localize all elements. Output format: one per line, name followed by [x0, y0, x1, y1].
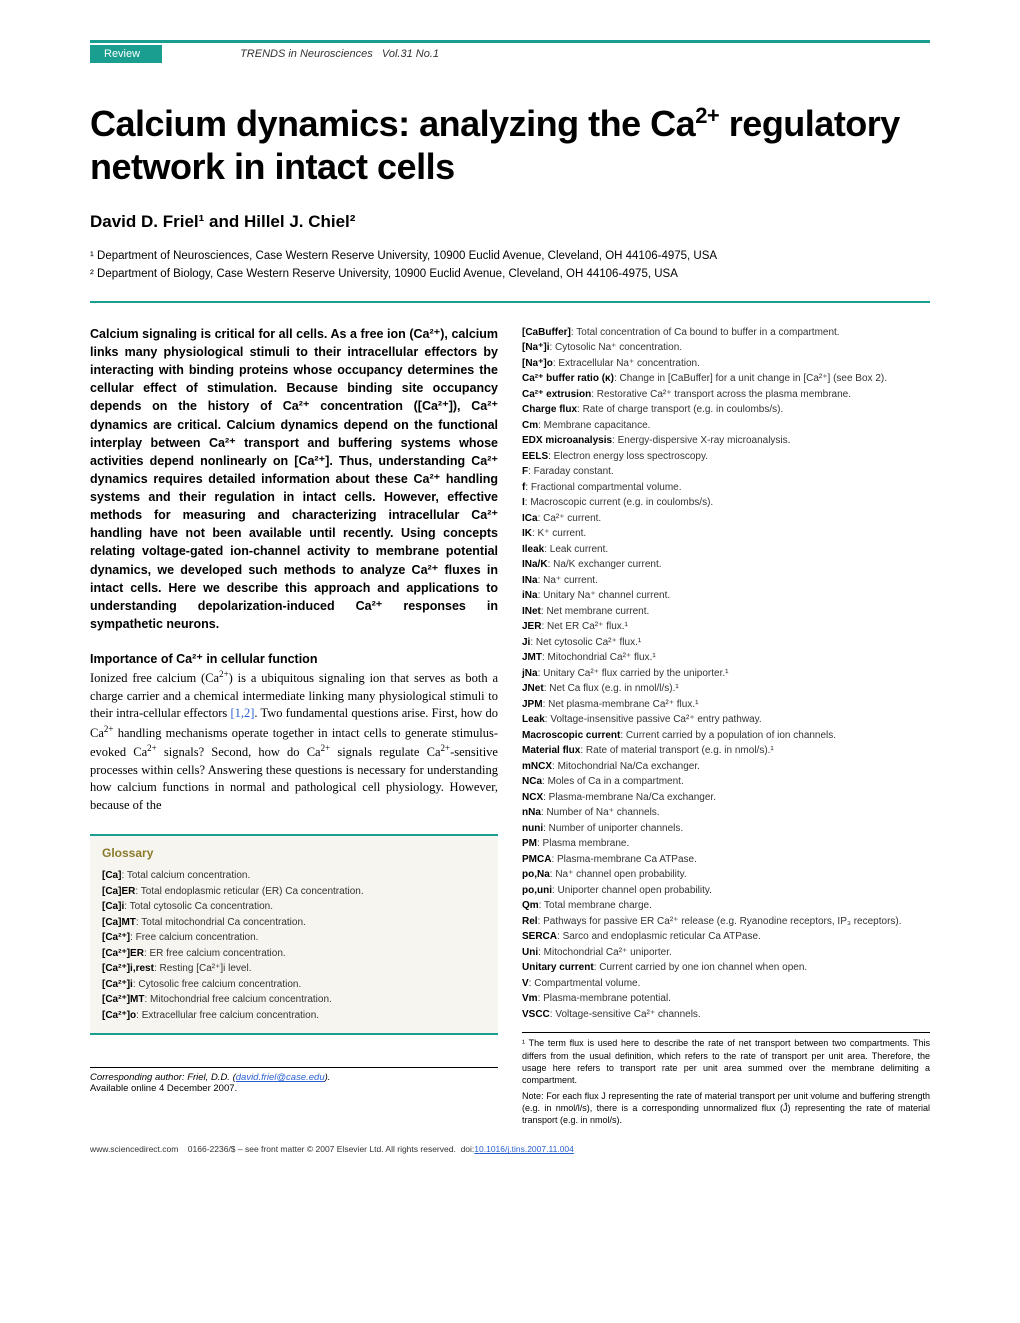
glossary-item: Unitary current: Current carried by one …	[522, 960, 930, 976]
glossary-item: Uni: Mitochondrial Ca²⁺ uniporter.	[522, 945, 930, 961]
glossary-item: [Ca²⁺]: Free calcium concentration.	[102, 930, 486, 946]
corresponding-author: Corresponding author: Friel, D.D. (david…	[90, 1067, 498, 1094]
corresponding-email[interactable]: david.friel@case.edu	[236, 1072, 325, 1083]
glossary-item: Macroscopic current: Current carried by …	[522, 728, 930, 744]
left-column: Calcium signaling is critical for all ce…	[90, 325, 498, 1126]
footer-doi[interactable]: 10.1016/j.tins.2007.11.004	[474, 1144, 574, 1154]
glossary-item: Ileak: Leak current.	[522, 542, 930, 558]
glossary-item: Rel: Pathways for passive ER Ca²⁺ releas…	[522, 914, 930, 930]
glossary-item: po,uni: Uniporter channel open probabili…	[522, 883, 930, 899]
glossary-item: PMCA: Plasma-membrane Ca ATPase.	[522, 852, 930, 868]
glossary-item: Charge flux: Rate of charge transport (e…	[522, 402, 930, 418]
glossary-item: ICa: Ca²⁺ current.	[522, 511, 930, 527]
glossary-item: INa/K: Na/K exchanger current.	[522, 557, 930, 573]
glossary-item: [Ca²⁺]o: Extracellular free calcium conc…	[102, 1008, 486, 1024]
glossary-item: IK: K⁺ current.	[522, 526, 930, 542]
glossary-item: PM: Plasma membrane.	[522, 836, 930, 852]
glossary-box-left: Glossary [Ca]: Total calcium concentrati…	[90, 834, 498, 1035]
footnote: ¹ The term flux is used here to describe…	[522, 1032, 930, 1126]
journal-volume: Vol.31 No.1	[382, 48, 439, 60]
glossary-item: nNa: Number of Na⁺ channels.	[522, 805, 930, 821]
glossary-item: [CaBuffer]: Total concentration of Ca bo…	[522, 325, 930, 341]
glossary-item: SERCA: Sarco and endoplasmic reticular C…	[522, 929, 930, 945]
glossary-item: [Ca]i: Total cytosolic Ca concentration.	[102, 899, 486, 915]
glossary-item: V: Compartmental volume.	[522, 976, 930, 992]
review-tag: Review	[90, 45, 162, 63]
page: Review TRENDS in Neurosciences Vol.31 No…	[0, 0, 1020, 1184]
affiliation-1: ¹ Department of Neurosciences, Case West…	[90, 248, 930, 265]
footer-issn: 0166-2236/$ – see front matter © 2007 El…	[188, 1144, 456, 1154]
glossary-item: INa: Na⁺ current.	[522, 573, 930, 589]
glossary-item: INet: Net membrane current.	[522, 604, 930, 620]
glossary-item: NCa: Moles of Ca in a compartment.	[522, 774, 930, 790]
affiliation-2: ² Department of Biology, Case Western Re…	[90, 266, 930, 283]
glossary-item: iNa: Unitary Na⁺ channel current.	[522, 588, 930, 604]
glossary-title: Glossary	[102, 846, 486, 860]
corresponding-name: Friel, D.D.	[187, 1072, 230, 1083]
glossary-item: F: Faraday constant.	[522, 464, 930, 480]
glossary-item: JER: Net ER Ca²⁺ flux.¹	[522, 619, 930, 635]
glossary-list-right: [CaBuffer]: Total concentration of Ca bo…	[522, 325, 930, 1023]
header-bar: Review TRENDS in Neurosciences Vol.31 No…	[90, 40, 930, 64]
glossary-item: [Ca²⁺]i,rest: Resting [Ca²⁺]i level.	[102, 961, 486, 977]
footer-site: www.sciencedirect.com	[90, 1144, 178, 1154]
glossary-item: nuni: Number of uniporter channels.	[522, 821, 930, 837]
divider	[90, 301, 930, 303]
journal-name: TRENDS in Neurosciences	[240, 48, 373, 60]
glossary-item: po,Na: Na⁺ channel open probability.	[522, 867, 930, 883]
glossary-item: I: Macroscopic current (e.g. in coulombs…	[522, 495, 930, 511]
glossary-item: Vm: Plasma-membrane potential.	[522, 991, 930, 1007]
glossary-item: f: Fractional compartmental volume.	[522, 480, 930, 496]
glossary-item: [Ca]: Total calcium concentration.	[102, 868, 486, 884]
glossary-item: [Ca]MT: Total mitochondrial Ca concentra…	[102, 915, 486, 931]
glossary-item: Cm: Membrane capacitance.	[522, 418, 930, 434]
glossary-item: EDX microanalysis: Energy-dispersive X-r…	[522, 433, 930, 449]
title-pre: Calcium dynamics: analyzing the Ca	[90, 103, 695, 144]
glossary-item: VSCC: Voltage-sensitive Ca²⁺ channels.	[522, 1007, 930, 1023]
glossary-item: Ji: Net cytosolic Ca²⁺ flux.¹	[522, 635, 930, 651]
body-paragraph: Ionized free calcium (Ca2+) is a ubiquit…	[90, 668, 498, 814]
glossary-item: JMT: Mitochondrial Ca²⁺ flux.¹	[522, 650, 930, 666]
glossary-list-left: [Ca]: Total calcium concentration.[Ca]ER…	[102, 868, 486, 1023]
ref-link[interactable]: [1,2]	[230, 706, 254, 720]
glossary-item: [Ca²⁺]MT: Mitochondrial free calcium con…	[102, 992, 486, 1008]
authors: David D. Friel¹ and Hillel J. Chiel²	[90, 212, 930, 232]
glossary-item: Ca²⁺ extrusion: Restorative Ca²⁺ transpo…	[522, 387, 930, 403]
glossary-item: NCX: Plasma-membrane Na/Ca exchanger.	[522, 790, 930, 806]
journal-info: TRENDS in Neurosciences Vol.31 No.1	[240, 48, 439, 60]
footer: www.sciencedirect.com 0166-2236/$ – see …	[90, 1144, 930, 1154]
glossary-item: JNet: Net Ca flux (e.g. in nmol/l/s).¹	[522, 681, 930, 697]
abstract: Calcium signaling is critical for all ce…	[90, 325, 498, 633]
right-column: [CaBuffer]: Total concentration of Ca bo…	[522, 325, 930, 1126]
glossary-item: Qm: Total membrane charge.	[522, 898, 930, 914]
glossary-item: [Na⁺]i: Cytosolic Na⁺ concentration.	[522, 340, 930, 356]
glossary-item: [Ca²⁺]ER: ER free calcium concentration.	[102, 946, 486, 962]
glossary-item: [Ca]ER: Total endoplasmic reticular (ER)…	[102, 884, 486, 900]
corresponding-label: Corresponding author:	[90, 1072, 185, 1083]
glossary-item: Ca²⁺ buffer ratio (κ): Change in [CaBuff…	[522, 371, 930, 387]
glossary-item: Material flux: Rate of material transpor…	[522, 743, 930, 759]
glossary-item: EELS: Electron energy loss spectroscopy.	[522, 449, 930, 465]
footnote-2: Note: For each flux J representing the r…	[522, 1090, 930, 1126]
article-title: Calcium dynamics: analyzing the Ca2+ reg…	[90, 102, 930, 188]
footnote-1: ¹ The term flux is used here to describe…	[522, 1037, 930, 1086]
title-sup: 2+	[695, 103, 719, 128]
available-online: Available online 4 December 2007.	[90, 1083, 237, 1094]
glossary-item: JPM: Net plasma-membrane Ca²⁺ flux.¹	[522, 697, 930, 713]
affiliations: ¹ Department of Neurosciences, Case West…	[90, 248, 930, 283]
glossary-item: Leak: Voltage-insensitive passive Ca²⁺ e…	[522, 712, 930, 728]
footer-doi-label: doi:	[461, 1144, 475, 1154]
glossary-item: [Ca²⁺]i: Cytosolic free calcium concentr…	[102, 977, 486, 993]
section-heading: Importance of Ca²⁺ in cellular function	[90, 651, 498, 666]
glossary-item: [Na⁺]o: Extracellular Na⁺ concentration.	[522, 356, 930, 372]
glossary-item: mNCX: Mitochondrial Na/Ca exchanger.	[522, 759, 930, 775]
glossary-item: jNa: Unitary Ca²⁺ flux carried by the un…	[522, 666, 930, 682]
two-column-layout: Calcium signaling is critical for all ce…	[90, 325, 930, 1126]
